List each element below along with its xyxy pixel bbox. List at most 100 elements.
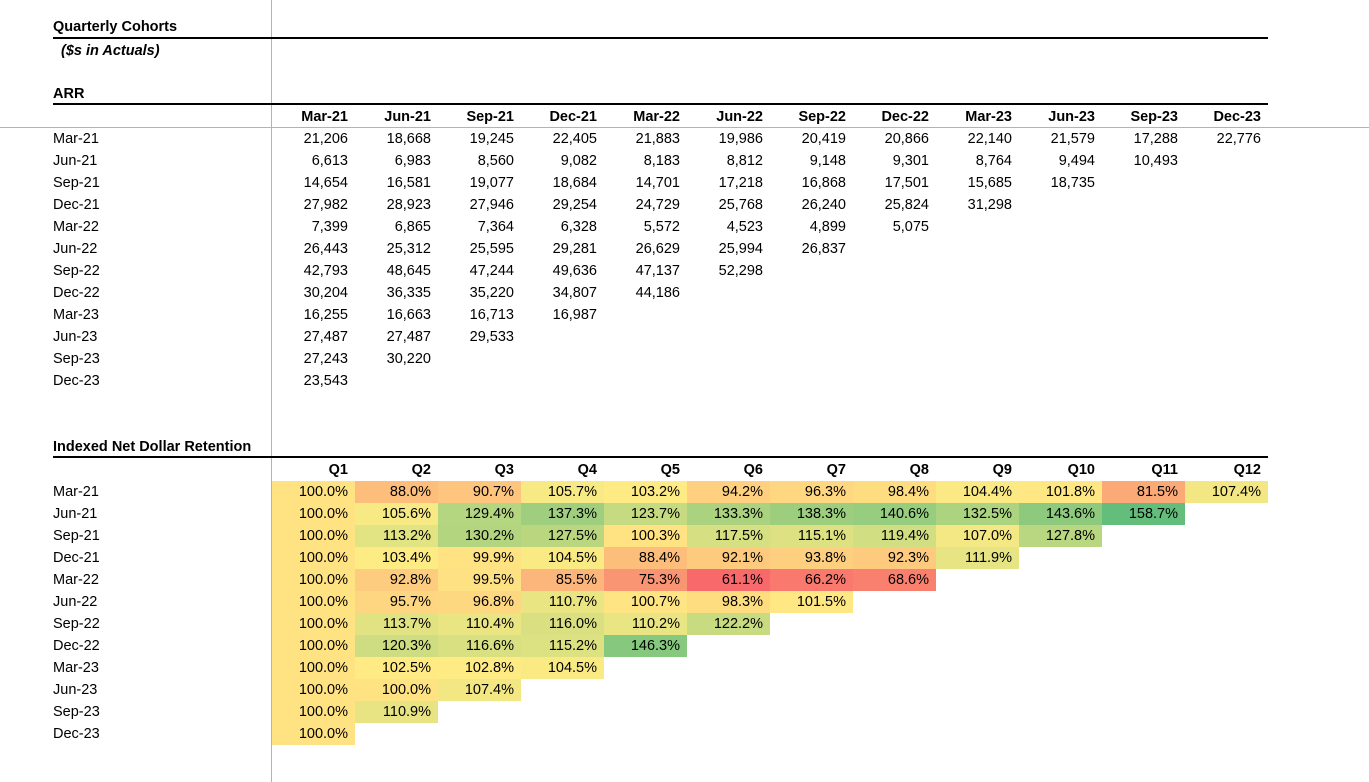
arr-cell[interactable]: 28,923 xyxy=(386,197,431,213)
ndr-cell[interactable]: 130.2% xyxy=(438,525,521,547)
ndr-cell[interactable]: 137.3% xyxy=(521,503,604,525)
ndr-cell[interactable]: 88.0% xyxy=(355,481,438,503)
ndr-cell[interactable]: 96.3% xyxy=(770,481,853,503)
arr-cell[interactable]: 35,220 xyxy=(469,285,514,301)
arr-cell[interactable]: 29,281 xyxy=(552,241,597,257)
arr-cell[interactable]: 6,328 xyxy=(560,219,597,235)
arr-cell[interactable]: 8,183 xyxy=(643,153,680,169)
ndr-cell[interactable]: 93.8% xyxy=(770,547,853,569)
arr-cell[interactable]: 17,288 xyxy=(1133,131,1178,147)
arr-cell[interactable]: 8,764 xyxy=(975,153,1012,169)
arr-cell[interactable]: 21,206 xyxy=(303,131,348,147)
ndr-cell[interactable]: 100.0% xyxy=(272,481,355,503)
arr-cell[interactable]: 21,579 xyxy=(1050,131,1095,147)
arr-cell[interactable]: 18,668 xyxy=(386,131,431,147)
arr-cell[interactable]: 9,082 xyxy=(560,153,597,169)
ndr-cell[interactable]: 100.0% xyxy=(272,635,355,657)
arr-cell[interactable]: 7,399 xyxy=(311,219,348,235)
arr-cell[interactable]: 48,645 xyxy=(386,263,431,279)
ndr-cell[interactable]: 143.6% xyxy=(1019,503,1102,525)
arr-cell[interactable]: 20,419 xyxy=(801,131,846,147)
ndr-cell[interactable]: 98.3% xyxy=(687,591,770,613)
ndr-cell[interactable]: 107.4% xyxy=(438,679,521,701)
ndr-cell[interactable]: 111.9% xyxy=(936,547,1019,569)
arr-cell[interactable]: 27,243 xyxy=(303,351,348,367)
arr-cell[interactable]: 23,543 xyxy=(303,373,348,389)
ndr-cell[interactable]: 113.2% xyxy=(355,525,438,547)
ndr-cell[interactable]: 140.6% xyxy=(853,503,936,525)
ndr-cell[interactable]: 102.8% xyxy=(438,657,521,679)
ndr-cell[interactable]: 68.6% xyxy=(853,569,936,591)
ndr-cell[interactable]: 116.0% xyxy=(521,613,604,635)
arr-cell[interactable]: 25,994 xyxy=(718,241,763,257)
arr-cell[interactable]: 8,812 xyxy=(726,153,763,169)
ndr-cell[interactable]: 101.8% xyxy=(1019,481,1102,503)
arr-cell[interactable]: 4,899 xyxy=(809,219,846,235)
ndr-cell[interactable]: 100.0% xyxy=(272,591,355,613)
arr-cell[interactable]: 5,572 xyxy=(643,219,680,235)
arr-cell[interactable]: 10,493 xyxy=(1133,153,1178,169)
ndr-cell[interactable]: 127.5% xyxy=(521,525,604,547)
arr-cell[interactable]: 47,137 xyxy=(635,263,680,279)
arr-cell[interactable]: 30,204 xyxy=(303,285,348,301)
ndr-cell[interactable]: 110.2% xyxy=(604,613,687,635)
ndr-cell[interactable]: 75.3% xyxy=(604,569,687,591)
ndr-cell[interactable]: 100.0% xyxy=(272,503,355,525)
ndr-cell[interactable]: 105.6% xyxy=(355,503,438,525)
ndr-cell[interactable]: 158.7% xyxy=(1102,503,1185,525)
ndr-cell[interactable]: 129.4% xyxy=(438,503,521,525)
arr-cell[interactable]: 29,254 xyxy=(552,197,597,213)
arr-cell[interactable]: 36,335 xyxy=(386,285,431,301)
ndr-cell[interactable]: 101.5% xyxy=(770,591,853,613)
arr-cell[interactable]: 7,364 xyxy=(477,219,514,235)
arr-cell[interactable]: 18,735 xyxy=(1050,175,1095,191)
arr-cell[interactable]: 31,298 xyxy=(967,197,1012,213)
arr-cell[interactable]: 26,240 xyxy=(801,197,846,213)
ndr-cell[interactable]: 103.2% xyxy=(604,481,687,503)
arr-cell[interactable]: 16,663 xyxy=(386,307,431,323)
arr-cell[interactable]: 9,301 xyxy=(892,153,929,169)
arr-cell[interactable]: 6,613 xyxy=(311,153,348,169)
ndr-cell[interactable]: 115.1% xyxy=(770,525,853,547)
ndr-cell[interactable]: 100.0% xyxy=(272,723,355,745)
ndr-cell[interactable]: 127.8% xyxy=(1019,525,1102,547)
arr-cell[interactable]: 27,982 xyxy=(303,197,348,213)
ndr-cell[interactable]: 104.4% xyxy=(936,481,1019,503)
arr-cell[interactable]: 6,983 xyxy=(394,153,431,169)
arr-cell[interactable]: 4,523 xyxy=(726,219,763,235)
ndr-cell[interactable]: 61.1% xyxy=(687,569,770,591)
ndr-cell[interactable]: 105.7% xyxy=(521,481,604,503)
ndr-cell[interactable]: 100.0% xyxy=(272,701,355,723)
ndr-cell[interactable]: 103.4% xyxy=(355,547,438,569)
ndr-cell[interactable]: 99.9% xyxy=(438,547,521,569)
ndr-cell[interactable]: 100.0% xyxy=(272,525,355,547)
ndr-cell[interactable]: 123.7% xyxy=(604,503,687,525)
ndr-cell[interactable]: 104.5% xyxy=(521,657,604,679)
ndr-cell[interactable]: 113.7% xyxy=(355,613,438,635)
arr-cell[interactable]: 19,986 xyxy=(718,131,763,147)
ndr-cell[interactable]: 132.5% xyxy=(936,503,1019,525)
ndr-cell[interactable]: 85.5% xyxy=(521,569,604,591)
ndr-cell[interactable]: 81.5% xyxy=(1102,481,1185,503)
ndr-cell[interactable]: 107.4% xyxy=(1185,481,1268,503)
arr-cell[interactable]: 25,312 xyxy=(386,241,431,257)
ndr-cell[interactable]: 110.7% xyxy=(521,591,604,613)
arr-cell[interactable]: 17,218 xyxy=(718,175,763,191)
arr-cell[interactable]: 24,729 xyxy=(635,197,680,213)
arr-cell[interactable]: 42,793 xyxy=(303,263,348,279)
ndr-cell[interactable]: 66.2% xyxy=(770,569,853,591)
arr-cell[interactable]: 14,654 xyxy=(303,175,348,191)
ndr-cell[interactable]: 92.8% xyxy=(355,569,438,591)
ndr-cell[interactable]: 110.9% xyxy=(355,701,438,723)
ndr-cell[interactable]: 120.3% xyxy=(355,635,438,657)
ndr-cell[interactable]: 119.4% xyxy=(853,525,936,547)
arr-cell[interactable]: 27,487 xyxy=(386,329,431,345)
arr-cell[interactable]: 16,581 xyxy=(386,175,431,191)
arr-cell[interactable]: 16,987 xyxy=(552,307,597,323)
ndr-cell[interactable]: 107.0% xyxy=(936,525,1019,547)
ndr-cell[interactable]: 117.5% xyxy=(687,525,770,547)
ndr-cell[interactable]: 104.5% xyxy=(521,547,604,569)
arr-cell[interactable]: 15,685 xyxy=(967,175,1012,191)
arr-cell[interactable]: 9,494 xyxy=(1058,153,1095,169)
ndr-cell[interactable]: 92.1% xyxy=(687,547,770,569)
